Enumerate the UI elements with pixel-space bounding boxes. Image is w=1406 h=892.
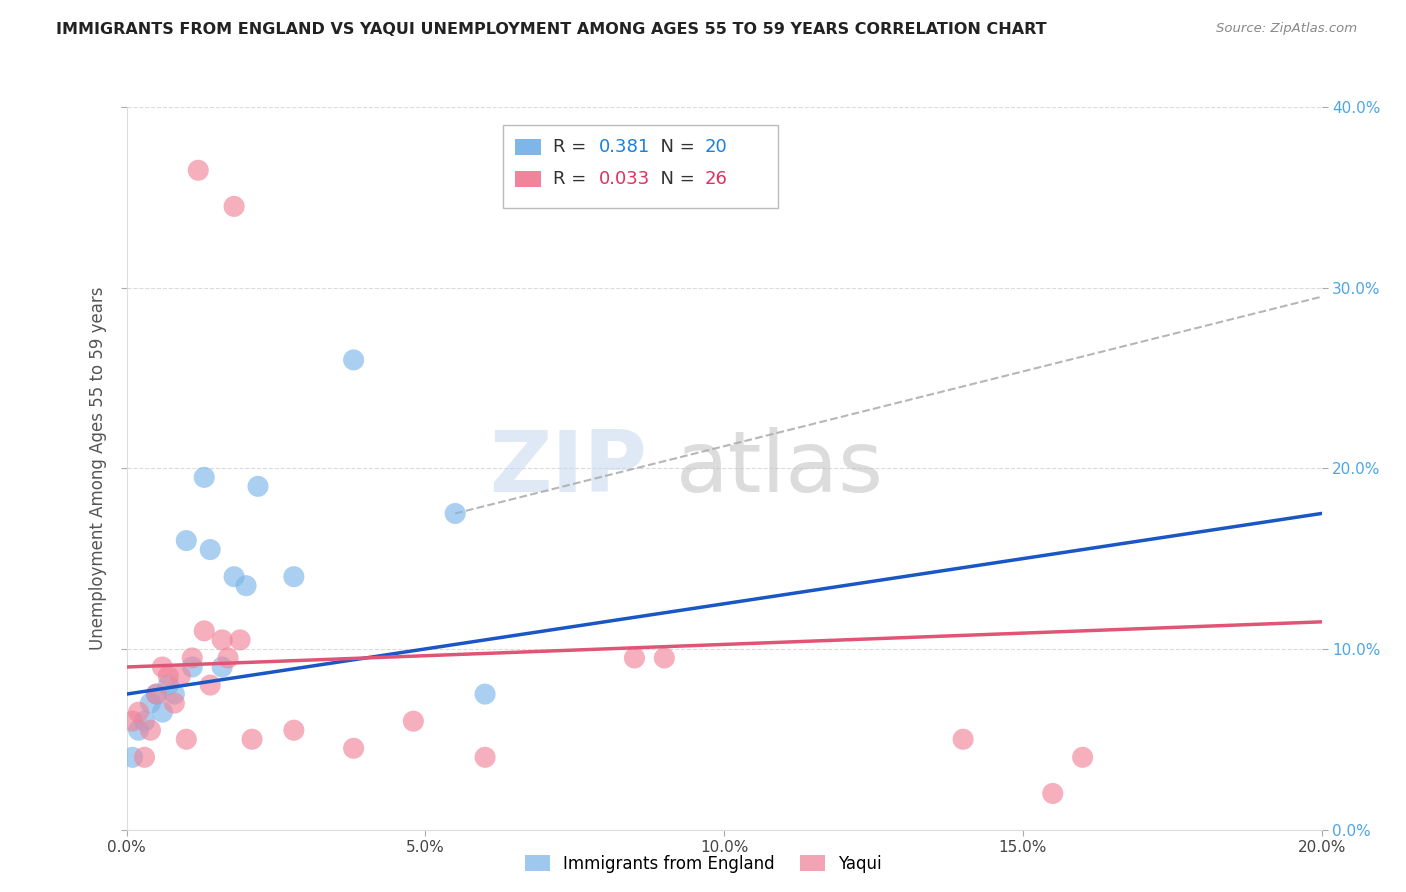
Text: 0.381: 0.381 [599, 137, 650, 156]
Point [444, 507, 467, 521]
Point [235, 579, 257, 593]
Point [174, 732, 197, 747]
Point [134, 714, 156, 728]
Point [247, 479, 270, 493]
Point [163, 687, 186, 701]
Point [200, 678, 222, 692]
Point [952, 732, 974, 747]
Point [222, 570, 246, 584]
FancyBboxPatch shape [515, 171, 541, 187]
Point [181, 651, 204, 665]
Point [343, 352, 366, 367]
Point [121, 714, 143, 728]
Point [169, 669, 191, 683]
Point [134, 750, 156, 764]
Point [145, 687, 167, 701]
Point [217, 651, 239, 665]
Text: R =: R = [553, 137, 592, 156]
FancyBboxPatch shape [503, 125, 778, 208]
Text: atlas: atlas [676, 426, 884, 510]
Point [127, 705, 149, 719]
Point [474, 687, 496, 701]
Text: ZIP: ZIP [489, 426, 647, 510]
Point [157, 669, 180, 683]
Point [211, 660, 233, 674]
Point [181, 660, 204, 674]
Text: 20: 20 [704, 137, 728, 156]
Point [152, 660, 174, 674]
Point [139, 696, 162, 710]
FancyBboxPatch shape [515, 139, 541, 154]
Point [200, 542, 222, 557]
Point [343, 741, 366, 756]
Legend: Immigrants from England, Yaqui: Immigrants from England, Yaqui [517, 848, 889, 880]
Point [139, 723, 162, 738]
Point [283, 723, 305, 738]
Point [121, 750, 143, 764]
Point [193, 470, 215, 484]
Text: 26: 26 [704, 170, 728, 188]
Point [240, 732, 263, 747]
Point [163, 696, 186, 710]
Text: R =: R = [553, 170, 592, 188]
Text: Source: ZipAtlas.com: Source: ZipAtlas.com [1216, 22, 1357, 36]
Point [652, 651, 675, 665]
Point [193, 624, 215, 638]
Point [229, 632, 252, 647]
Point [1042, 787, 1064, 801]
Text: N =: N = [648, 170, 700, 188]
Point [283, 570, 305, 584]
Text: IMMIGRANTS FROM ENGLAND VS YAQUI UNEMPLOYMENT AMONG AGES 55 TO 59 YEARS CORRELAT: IMMIGRANTS FROM ENGLAND VS YAQUI UNEMPLO… [56, 22, 1047, 37]
Point [127, 723, 149, 738]
Point [187, 163, 209, 178]
Text: N =: N = [648, 137, 700, 156]
Point [145, 687, 167, 701]
Point [1071, 750, 1094, 764]
Point [402, 714, 425, 728]
Point [474, 750, 496, 764]
Point [222, 199, 246, 213]
Point [211, 632, 233, 647]
Point [174, 533, 197, 548]
Text: 0.033: 0.033 [599, 170, 650, 188]
Point [152, 705, 174, 719]
Point [623, 651, 645, 665]
Y-axis label: Unemployment Among Ages 55 to 59 years: Unemployment Among Ages 55 to 59 years [89, 286, 107, 650]
Point [157, 678, 180, 692]
